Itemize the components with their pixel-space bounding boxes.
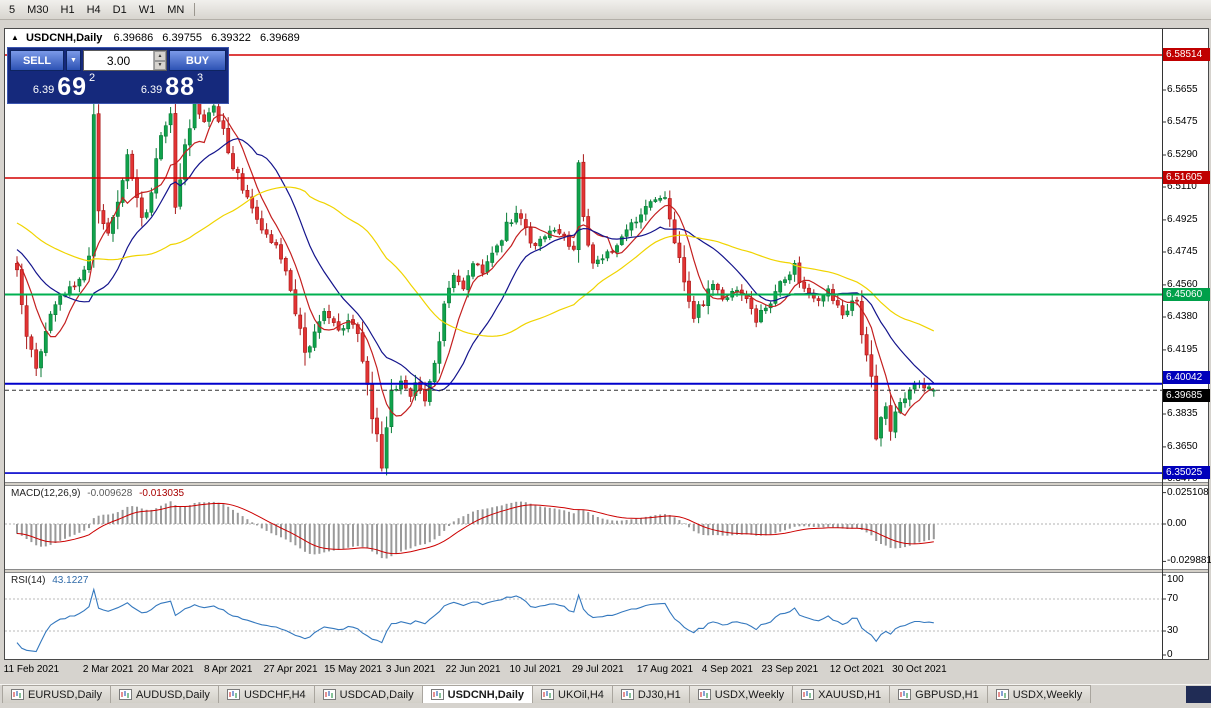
chart-icon	[898, 689, 912, 700]
date-label: 8 Apr 2021	[204, 664, 253, 675]
one-click-trading-panel: SELL ▼ ▲ ▼ BUY 6.39 69 2 6.3	[7, 47, 229, 104]
ask-price-sup: 3	[197, 72, 204, 84]
ohlc-low: 6.39322	[211, 32, 251, 44]
chart-title: ▲ USDCNH,Daily 6.39686 6.39755 6.39322 6…	[11, 32, 306, 44]
one-click-collapse-icon[interactable]: ▲	[11, 33, 19, 42]
bid-price-big: 69	[57, 73, 88, 101]
date-label: 23 Sep 2021	[761, 664, 819, 675]
ohlc-open: 6.39686	[113, 32, 154, 44]
chart-tab-label: USDCNH,Daily	[447, 688, 525, 701]
chart-icon	[226, 689, 240, 700]
volume-increase-button[interactable]: ▲	[154, 51, 166, 61]
bid-price-small: 6.39	[32, 84, 55, 96]
chevron-down-icon: ▼	[70, 57, 77, 64]
volume-input[interactable]	[84, 51, 153, 70]
timeframe-toolbar: 5 M30 H1 H4 D1 W1 MN	[0, 0, 1211, 20]
volume-spinner: ▲ ▼	[153, 51, 166, 70]
chart-tab-label: XAUUSD,H1	[818, 688, 882, 701]
macd-indicator-label: MACD(12,26,9) -0.009628 -0.013035	[11, 488, 184, 499]
timeframe-button-w1[interactable]: W1	[138, 3, 156, 16]
chart-tab-eurusd-daily[interactable]: EURUSD,Daily	[2, 685, 111, 703]
date-label: 17 Aug 2021	[636, 664, 694, 675]
chart-icon	[322, 689, 336, 700]
chart-tab-label: EURUSD,Daily	[28, 688, 102, 701]
sell-button[interactable]: SELL	[10, 50, 64, 71]
chart-tab-usdchf-h4[interactable]: USDCHF,H4	[217, 685, 315, 703]
rsi-indicator-label: RSI(14) 43.1227	[11, 575, 88, 586]
bid-price[interactable]: 6.39 69 2	[10, 71, 118, 101]
chart-tab-audusd-daily[interactable]: AUDUSD,Daily	[109, 685, 219, 703]
chart-icon	[697, 689, 711, 700]
date-label: 22 Jun 2021	[445, 664, 501, 675]
date-label: 12 Oct 2021	[829, 664, 885, 675]
chart-tab-dj30-h1[interactable]: DJ30,H1	[611, 685, 690, 703]
chart-tab-label: USDX,Weekly	[714, 688, 785, 701]
volume-dropdown-button[interactable]: ▼	[66, 50, 81, 71]
toolbar-separator	[194, 3, 196, 16]
date-label: 11 Feb 2021	[3, 664, 60, 675]
timeframe-button-d1[interactable]: D1	[112, 3, 127, 16]
volume-decrease-button[interactable]: ▼	[154, 60, 166, 70]
timeframe-button-h1[interactable]: H1	[60, 3, 75, 16]
timeframe-button-mn[interactable]: MN	[167, 3, 185, 16]
buy-button[interactable]: BUY	[169, 50, 226, 71]
chart-tab-usdx-weekly[interactable]: USDX,Weekly	[688, 685, 794, 703]
date-label: 4 Sep 2021	[701, 664, 753, 675]
chart-tab-ukoil-h4[interactable]: UKOil,H4	[532, 685, 613, 703]
date-axis[interactable]: 11 Feb 2021 2 Mar 2021 20 Mar 2021 8 Apr 20…	[3, 661, 1205, 679]
chart-tab-label: GBPUSD,H1	[915, 688, 979, 701]
date-label: 30 Oct 2021	[892, 664, 947, 675]
volume-field: ▲ ▼	[83, 50, 167, 71]
chart-tab-bar: EURUSD,Daily AUDUSD,Daily USDCHF,H4 USDCAD,…	[0, 684, 1211, 703]
date-label: 15 May 2021	[324, 664, 382, 675]
chart-tab-usdx-weekly[interactable]: USDX,Weekly	[986, 685, 1092, 703]
date-label: 2 Mar 2021	[82, 664, 134, 675]
chart-window: 6.5655 6.5475 6.5290 6.5110 6.4925 6.4745 6.45…	[4, 28, 1211, 660]
chart-icon	[801, 689, 815, 700]
rsi-value: 43.1227	[52, 575, 89, 586]
timeframe-button-5[interactable]: 5	[9, 3, 16, 16]
macd-value: -0.009628	[87, 488, 133, 499]
ask-price-big: 88	[165, 73, 196, 101]
chart-tab-usdcad-daily[interactable]: USDCAD,Daily	[313, 685, 423, 703]
chart-tab-label: USDX,Weekly	[1012, 688, 1083, 701]
ask-price[interactable]: 6.39 88 3	[118, 71, 226, 101]
rsi-name: RSI(14)	[11, 575, 46, 586]
chart-icon	[11, 689, 24, 700]
date-label: 20 Mar 2021	[137, 664, 194, 675]
ohlc-high: 6.39755	[162, 32, 203, 44]
macd-name: MACD(12,26,9)	[11, 488, 81, 499]
macd-signal-value: -0.013035	[139, 488, 185, 499]
bid-price-sup: 2	[89, 72, 96, 84]
chart-symbol-period: USDCNH,Daily	[25, 32, 103, 44]
chart-tab-label: USDCAD,Daily	[339, 688, 414, 701]
chart-tab-label: AUDUSD,Daily	[135, 688, 210, 701]
ohlc-close: 6.39689	[259, 32, 300, 44]
timeframe-button-h4[interactable]: H4	[86, 3, 101, 16]
chart-icon	[541, 689, 555, 700]
tabbar-corner-block	[1186, 686, 1211, 703]
chart-tab-gbpusd-h1[interactable]: GBPUSD,H1	[889, 685, 988, 703]
chart-tab-xauusd-h1[interactable]: XAUUSD,H1	[792, 685, 891, 703]
chart-tab-label: DJ30,H1	[637, 688, 681, 701]
chart-icon	[118, 689, 132, 700]
chart-canvas[interactable]	[5, 29, 1208, 659]
date-label: 29 Jul 2021	[571, 664, 624, 675]
chart-tab-label: UKOil,H4	[558, 688, 604, 701]
timeframe-button-m30[interactable]: M30	[27, 3, 49, 16]
chart-tab-usdcnh-daily[interactable]: USDCNH,Daily	[421, 685, 534, 703]
chart-tab-label: USDCHF,H4	[243, 688, 306, 701]
chart-icon	[430, 689, 444, 700]
chart-icon	[620, 689, 634, 700]
chart-icon	[995, 689, 1009, 700]
date-label: 3 Jun 2021	[385, 664, 436, 675]
date-label: 27 Apr 2021	[263, 664, 318, 675]
date-label: 10 Jul 2021	[509, 664, 562, 675]
ask-price-small: 6.39	[140, 84, 163, 96]
